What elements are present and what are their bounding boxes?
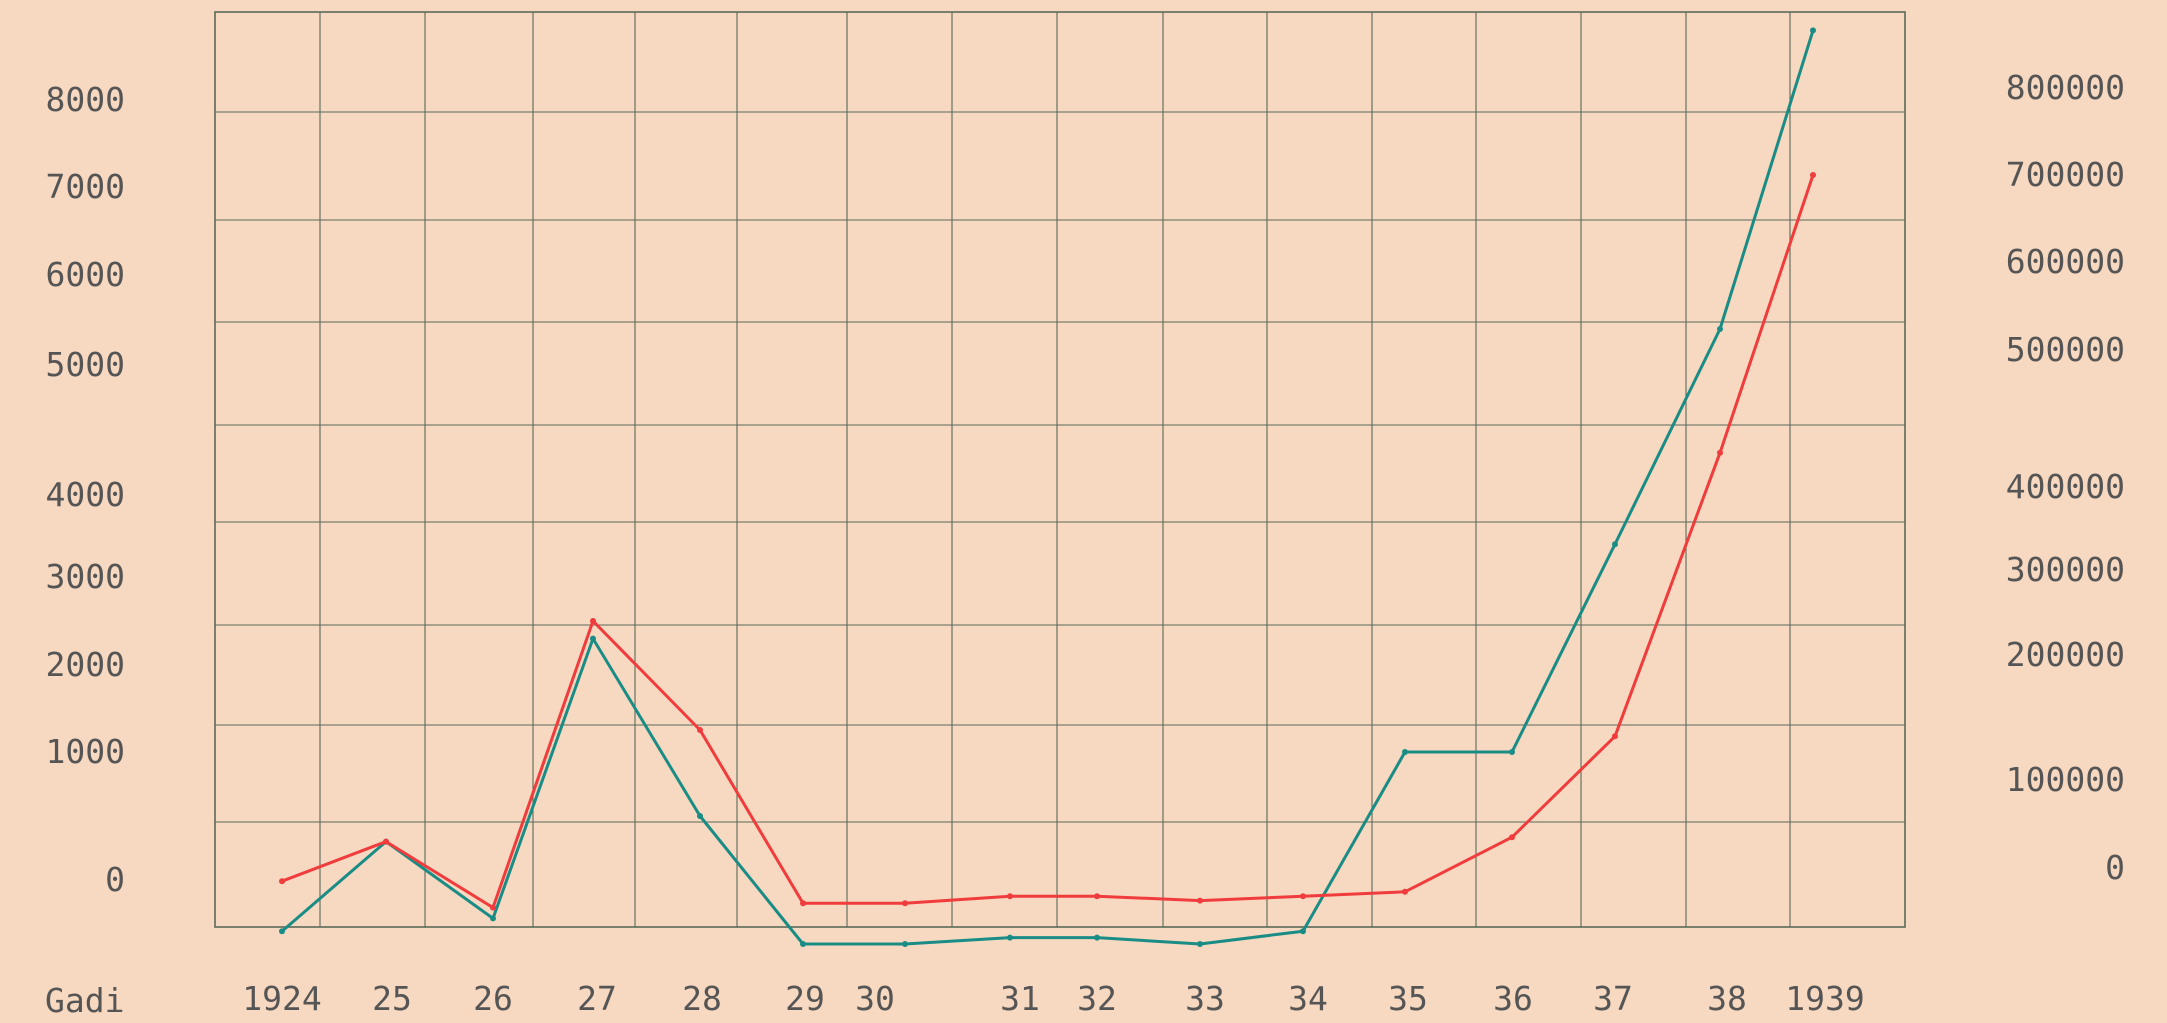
data-point: [490, 915, 496, 922]
data-point: [1612, 733, 1618, 740]
right-y-tick-label: 300000: [2006, 550, 2125, 589]
data-point: [1300, 928, 1306, 935]
data-point: [1509, 749, 1515, 755]
x-tick-label: 29: [785, 979, 825, 1018]
data-point: [1402, 888, 1408, 895]
left-y-tick-label: 3000: [46, 557, 125, 596]
data-point: [1197, 897, 1203, 904]
left-y-tick-label: 4000: [46, 475, 125, 514]
x-tick-label: 35: [1388, 979, 1428, 1018]
left-y-tick-label: 8000: [46, 80, 125, 119]
data-point: [1717, 326, 1723, 332]
data-point: [1094, 893, 1100, 900]
data-point: [800, 941, 806, 947]
data-point: [1810, 172, 1816, 178]
data-point: [1007, 934, 1013, 941]
data-point: [279, 878, 285, 885]
left-y-tick-label: 1000: [46, 732, 125, 771]
data-point: [1509, 834, 1515, 841]
data-point: [697, 727, 703, 733]
data-point: [383, 838, 389, 845]
data-point: [902, 900, 908, 907]
x-tick-label: 1924: [242, 979, 321, 1018]
right-y-axis: 0 100000 200000 300000 400000 500000 600000 700…: [2006, 68, 2125, 887]
data-point: [1402, 749, 1408, 755]
data-point: [1612, 541, 1618, 548]
x-tick-label: 25: [372, 979, 412, 1018]
left-y-tick-label: 7000: [46, 167, 125, 206]
data-point: [697, 813, 703, 819]
x-tick-label: 37: [1593, 979, 1633, 1018]
x-tick-label: 30: [855, 979, 895, 1018]
right-y-tick-label: 200000: [2006, 635, 2125, 674]
x-tick-label: 33: [1185, 979, 1225, 1018]
right-y-tick-label: 400000: [2006, 467, 2125, 506]
data-point: [1717, 449, 1723, 456]
left-y-tick-label: 0: [105, 860, 125, 899]
right-y-tick-label: 0: [2105, 848, 2125, 887]
data-point: [590, 635, 596, 642]
left-y-tick-label: 5000: [46, 345, 125, 384]
x-tick-label: 31: [1000, 979, 1040, 1018]
right-y-tick-label: 500000: [2006, 330, 2125, 369]
x-tick-label: 1939: [1785, 979, 1864, 1018]
right-y-tick-label: 600000: [2006, 242, 2125, 281]
x-tick-label: 28: [682, 979, 722, 1018]
x-axis-label: Gadi: [45, 981, 124, 1020]
x-tick-label: 38: [1707, 979, 1747, 1018]
x-tick-label: 26: [473, 979, 513, 1018]
vertical-gridlines: [319, 12, 1791, 927]
data-point: [279, 928, 285, 935]
x-tick-label: 27: [577, 979, 617, 1018]
right-y-tick-label: 100000: [2006, 760, 2125, 799]
left-y-tick-label: 6000: [46, 255, 125, 294]
data-point: [1197, 941, 1203, 947]
series-line-1: [281, 29, 1815, 946]
data-point: [490, 904, 496, 911]
x-axis: Gadi 1924 25 26 27 28 29 30 31 32 33 34 35 36 37 38 193…: [45, 979, 1865, 1020]
left-y-axis: 0 1000 2000 3000 4000 5000 6000 7000 8000: [46, 80, 125, 899]
right-y-tick-label: 700000: [2006, 155, 2125, 194]
x-tick-label: 32: [1077, 979, 1117, 1018]
data-point: [800, 900, 806, 907]
x-tick-label: 34: [1288, 979, 1328, 1018]
left-y-tick-label: 2000: [46, 645, 125, 684]
horizontal-gridlines: [215, 111, 1905, 823]
data-point: [1007, 893, 1013, 900]
data-point: [590, 618, 596, 624]
right-y-tick-label: 800000: [2006, 68, 2125, 107]
plot-frame: [214, 11, 1906, 928]
data-point: [902, 941, 908, 947]
data-point: [1300, 893, 1306, 900]
data-point: [1810, 27, 1816, 34]
series-lines: [279, 27, 1816, 947]
x-tick-label: 36: [1493, 979, 1533, 1018]
data-point: [1094, 934, 1100, 941]
series-line-2: [281, 174, 1815, 910]
